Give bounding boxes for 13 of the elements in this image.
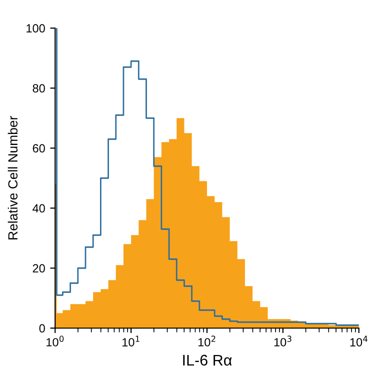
- x-tick-label: 10$^{4}$: [350, 336, 368, 346]
- y-tick-label: 80: [32, 84, 45, 93]
- y-tick-label: 60: [32, 144, 45, 153]
- x-tick-label: 10$^{3}$: [274, 336, 292, 346]
- x-tick-label: 10$^{0}$: [46, 336, 64, 346]
- y-axis-title: Relative Cell Number: [8, 116, 18, 240]
- y-tick-label: 40: [32, 204, 45, 213]
- x-tick-label: 10$^{2}$: [198, 336, 216, 346]
- y-tick-label: 20: [32, 264, 45, 273]
- x-axis-title: IL-6 Rα: [183, 354, 232, 366]
- y-tick-label: 100: [26, 24, 45, 33]
- x-tick-label: 10$^{1}$: [122, 336, 140, 346]
- y-tick-label: 0: [39, 324, 45, 333]
